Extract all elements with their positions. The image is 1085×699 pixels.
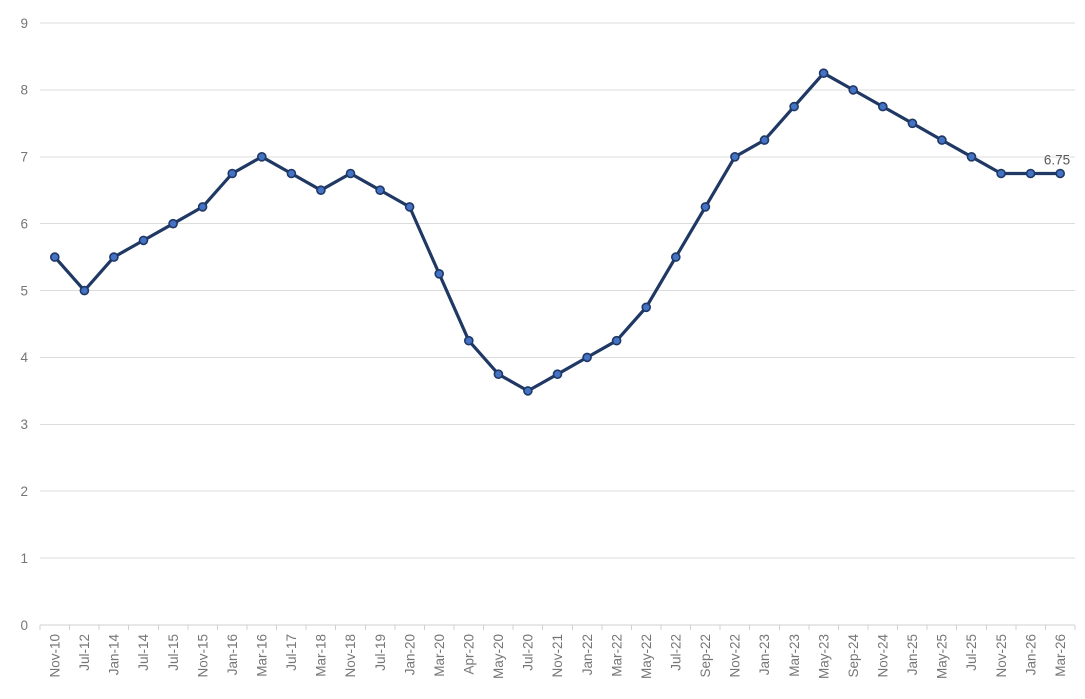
x-axis-label: Jul-12 <box>77 634 92 671</box>
data-point-marker <box>109 252 119 262</box>
data-point-marker <box>523 386 533 396</box>
x-axis-label: Jul-20 <box>521 634 536 671</box>
x-axis-label: Mar-20 <box>432 634 447 677</box>
x-axis-label: May-23 <box>816 634 831 679</box>
x-axis-label: Sep-22 <box>698 634 713 678</box>
x-axis-label: Jan-23 <box>757 634 772 675</box>
x-axis-label: Nov-22 <box>728 634 743 678</box>
x-axis-label: Mar-16 <box>254 634 269 677</box>
data-point-marker <box>818 68 829 78</box>
data-point-marker <box>227 168 237 179</box>
x-axis-label: Jan-26 <box>1023 634 1038 675</box>
x-axis-label: Mar-26 <box>1053 634 1068 677</box>
x-axis-label: Mar-22 <box>609 634 624 677</box>
y-axis-label: 5 <box>20 283 28 298</box>
data-point-marker <box>1025 168 1036 179</box>
data-point-marker <box>759 135 770 145</box>
data-point-marker <box>641 302 652 313</box>
x-axis-label: Nov-10 <box>47 634 62 678</box>
y-axis-label: 7 <box>20 150 28 165</box>
x-axis-label: May-25 <box>935 634 950 679</box>
x-axis-label: Jan-16 <box>225 634 240 675</box>
data-point-marker <box>848 85 859 95</box>
y-axis-label: 9 <box>20 16 28 31</box>
data-point-marker <box>375 185 385 195</box>
data-point-marker <box>286 168 297 179</box>
x-axis-label: Nov-21 <box>550 634 565 678</box>
data-point-marker <box>789 101 799 112</box>
data-point-marker <box>582 352 592 363</box>
data-point-marker <box>552 369 563 380</box>
end-value-label: 6.75 <box>1044 153 1070 168</box>
x-axis-label: Jan-22 <box>580 634 595 675</box>
data-point-marker <box>670 252 681 262</box>
x-axis-label: Jul-22 <box>668 634 683 671</box>
x-axis-label: Jul-14 <box>136 634 151 671</box>
x-axis-label: May-22 <box>639 634 654 679</box>
x-axis-label: Jan-20 <box>402 634 417 675</box>
x-axis-label: May-20 <box>491 634 506 679</box>
y-axis-label: 0 <box>20 618 28 633</box>
data-point-marker <box>907 118 918 129</box>
x-axis-label: Nov-18 <box>343 634 358 678</box>
data-point-marker <box>937 135 947 145</box>
x-axis-label: Sep-24 <box>846 634 861 678</box>
data-point-marker <box>316 185 326 195</box>
x-axis-label: Jan-14 <box>107 634 122 676</box>
x-axis-label: Nov-24 <box>875 634 890 678</box>
y-axis-label: 1 <box>20 551 28 566</box>
x-axis-label: Jul-25 <box>964 634 979 671</box>
x-axis-label: Mar-23 <box>787 634 802 677</box>
x-axis-label: Jan-25 <box>905 634 920 675</box>
data-point-marker <box>493 369 504 380</box>
x-axis-label: Jul-17 <box>284 634 299 671</box>
data-point-marker <box>966 152 977 162</box>
data-point-marker <box>404 202 415 212</box>
data-point-marker <box>877 101 888 112</box>
data-point-marker <box>463 335 474 346</box>
y-axis-label: 3 <box>20 417 28 432</box>
x-axis-label: Nov-25 <box>994 634 1009 678</box>
data-point-marker <box>996 168 1006 179</box>
x-axis-label: Nov-15 <box>195 634 210 678</box>
x-axis-label: Jul-19 <box>373 634 388 671</box>
data-point-marker <box>730 152 740 162</box>
data-point-marker <box>256 152 267 162</box>
y-axis-label: 2 <box>20 484 28 499</box>
y-axis-label: 4 <box>20 350 28 365</box>
x-axis-label: Mar-18 <box>314 634 329 677</box>
data-point-marker <box>1055 168 1065 179</box>
x-axis-label: Jul-15 <box>166 634 181 671</box>
data-point-marker <box>434 268 445 279</box>
y-axis-label: 6 <box>20 216 28 231</box>
data-point-marker <box>79 285 90 296</box>
data-point-marker <box>700 202 711 212</box>
data-point-marker <box>168 218 178 229</box>
data-point-marker <box>345 168 356 179</box>
data-point-marker <box>138 235 149 246</box>
data-point-marker <box>49 252 60 262</box>
x-axis-label: Apr-20 <box>461 634 476 675</box>
data-point-marker <box>611 335 622 346</box>
y-axis-label: 8 <box>20 83 28 98</box>
data-point-marker <box>197 202 208 212</box>
